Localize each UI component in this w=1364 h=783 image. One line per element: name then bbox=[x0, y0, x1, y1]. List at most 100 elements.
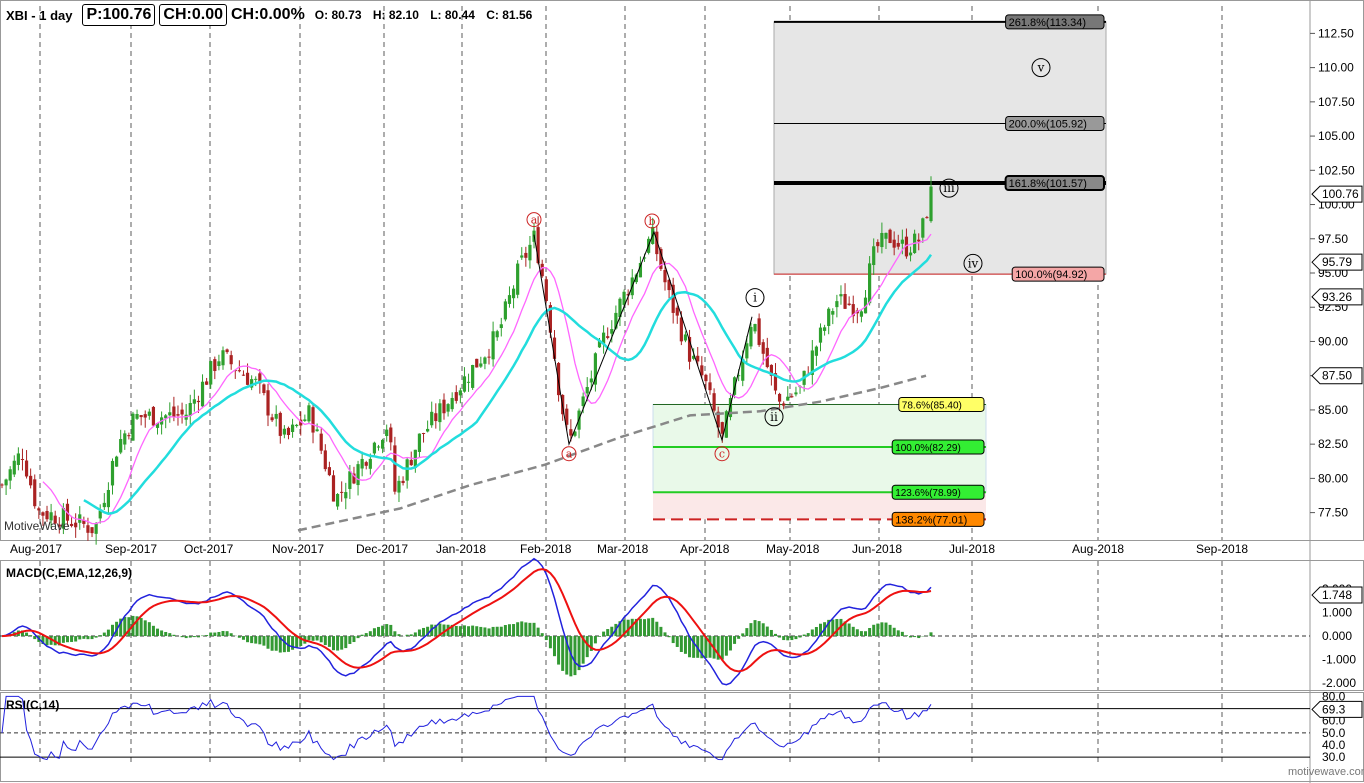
macd-histogram-bar bbox=[778, 636, 782, 638]
candle-body bbox=[626, 294, 630, 296]
candle-body bbox=[168, 412, 172, 416]
candle-body bbox=[790, 396, 794, 398]
macd-histogram-bar bbox=[20, 630, 24, 637]
macd-histogram-bar bbox=[25, 632, 29, 637]
chart-header: XBI - 1 day P:100.76 CH:0.00 CH:0.00% O:… bbox=[6, 4, 540, 26]
candle-body bbox=[33, 479, 37, 507]
candle-body bbox=[106, 489, 111, 508]
candle-body bbox=[524, 252, 528, 258]
candle-body bbox=[888, 229, 892, 243]
macd-histogram-bar bbox=[593, 636, 597, 644]
candle-body bbox=[880, 232, 884, 248]
candle-body bbox=[569, 429, 573, 436]
candle-body bbox=[274, 413, 278, 419]
candle-body bbox=[925, 217, 929, 219]
fib-label-box bbox=[1011, 266, 1105, 282]
candle-body bbox=[491, 331, 495, 360]
candle-body bbox=[389, 427, 393, 443]
candle-body bbox=[69, 523, 74, 526]
macd-histogram-bar bbox=[479, 626, 483, 637]
candle-body bbox=[426, 428, 430, 432]
fib-label: 138.2%(77.01) bbox=[895, 514, 967, 526]
macd-histogram-bar bbox=[819, 623, 823, 637]
candle-body bbox=[769, 364, 773, 376]
candle-body bbox=[601, 332, 606, 344]
macd-histogram-bar bbox=[315, 636, 319, 641]
candle-body bbox=[499, 324, 503, 329]
candle-body bbox=[352, 473, 356, 484]
candle-body bbox=[376, 446, 381, 448]
candle-body bbox=[548, 305, 552, 333]
candle-body bbox=[892, 239, 896, 248]
candle-body bbox=[123, 433, 127, 445]
ma-mid-line bbox=[83, 253, 933, 515]
fib-extension-zone bbox=[773, 21, 1107, 275]
macd-histogram-bar bbox=[45, 636, 49, 646]
macd-histogram-bar bbox=[888, 624, 892, 637]
candle-body bbox=[618, 298, 622, 318]
candle-body bbox=[434, 413, 438, 422]
macd-histogram-bar bbox=[671, 636, 675, 644]
macd-histogram-bar bbox=[462, 625, 466, 637]
x-tick-label: Jun-2018 bbox=[852, 542, 902, 556]
macd-histogram-bar bbox=[638, 618, 642, 637]
wave-label-red: a bbox=[566, 448, 573, 461]
macd-histogram-bar bbox=[192, 636, 196, 638]
wave-marker-black bbox=[764, 407, 784, 427]
candle-body bbox=[520, 255, 524, 258]
candle-body bbox=[896, 242, 900, 247]
candle-body bbox=[4, 479, 8, 486]
candle-body bbox=[114, 456, 119, 467]
wave-label-red: a bbox=[531, 214, 538, 227]
candle-body bbox=[442, 399, 446, 414]
rsi-y-label: 30.0 bbox=[1322, 750, 1346, 764]
wave-label-red: b bbox=[648, 215, 655, 228]
candle-body bbox=[430, 411, 434, 426]
macd-histogram-bar bbox=[295, 636, 299, 648]
macd-histogram-bar bbox=[323, 636, 327, 646]
candle-body bbox=[237, 370, 241, 372]
y-tick-label: 77.50 bbox=[1318, 506, 1348, 520]
candle-body bbox=[814, 346, 819, 356]
macd-histogram-bar bbox=[344, 636, 348, 649]
x-tick-label: Sep-2017 bbox=[105, 542, 157, 556]
candle-body bbox=[835, 301, 839, 308]
macd-histogram-bar bbox=[843, 621, 847, 637]
candle-body bbox=[507, 295, 512, 304]
macd-histogram-bar bbox=[859, 631, 863, 637]
candle-body bbox=[687, 336, 692, 362]
candle-body bbox=[839, 294, 843, 297]
macd-histogram-bar bbox=[262, 636, 266, 646]
macd-histogram-bar bbox=[516, 622, 520, 637]
candle-body bbox=[258, 373, 262, 384]
macd-histogram-bar bbox=[405, 634, 409, 637]
macd-histogram-bar bbox=[340, 636, 344, 650]
macd-histogram-bar bbox=[86, 636, 90, 640]
fib-label: 261.8%(113.34) bbox=[1009, 17, 1086, 29]
price-tag bbox=[1311, 253, 1363, 271]
macd-histogram-bar bbox=[655, 621, 659, 637]
candle-body bbox=[340, 491, 344, 493]
rsi-value-label: 69.3 bbox=[1322, 702, 1346, 716]
candle-body bbox=[290, 424, 295, 433]
candle-body bbox=[692, 355, 696, 359]
macd-histogram-bar bbox=[196, 636, 200, 638]
candle-body bbox=[831, 311, 835, 315]
candle-body bbox=[663, 270, 667, 283]
candle-body bbox=[516, 263, 520, 295]
candle-body bbox=[86, 525, 90, 533]
macd-histogram-bar bbox=[737, 636, 741, 639]
rsi-y-label: 40.0 bbox=[1322, 738, 1346, 752]
candle-body bbox=[638, 262, 643, 278]
wave-label-black: v bbox=[1037, 61, 1045, 75]
candle-body bbox=[597, 340, 602, 348]
macd-histogram-bar bbox=[356, 636, 360, 639]
macd-histogram-bar bbox=[602, 631, 606, 637]
macd-histogram-bar bbox=[217, 631, 221, 637]
wave-label-black: iv bbox=[968, 256, 979, 270]
x-tick-label: Feb-2018 bbox=[520, 542, 572, 556]
y-tick-label: 110.00 bbox=[1318, 61, 1354, 75]
candle-body bbox=[74, 522, 78, 528]
macd-histogram-bar bbox=[753, 620, 757, 637]
